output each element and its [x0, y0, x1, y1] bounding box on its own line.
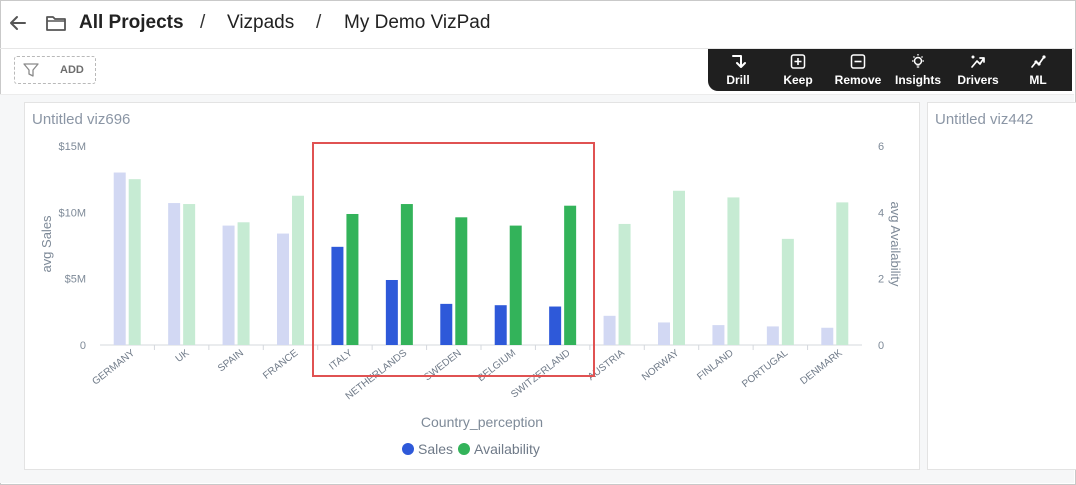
bar-availability[interactable]: [618, 223, 631, 345]
x-tick-label: ITALY: [327, 347, 355, 372]
legend-label[interactable]: Availability: [474, 441, 540, 457]
bar-sales[interactable]: [113, 172, 126, 345]
y-axis-title: avg Sales: [39, 215, 54, 273]
action-toolbar: Drill Keep Remove Insights Drivers: [708, 49, 1072, 91]
x-tick-label: SWEDEN: [422, 348, 463, 384]
bar-sales[interactable]: [821, 327, 834, 345]
add-filter-label: ADD: [60, 64, 84, 76]
bar-sales[interactable]: [440, 303, 453, 345]
bar-sales[interactable]: [603, 315, 616, 345]
bar-availability[interactable]: [128, 179, 141, 345]
bar-sales[interactable]: [494, 305, 507, 345]
legend-label[interactable]: Sales: [418, 441, 453, 457]
y-tick-label: $15M: [58, 141, 86, 153]
bar-availability[interactable]: [455, 217, 468, 345]
bar-availability[interactable]: [183, 204, 196, 345]
drivers-button[interactable]: Drivers: [950, 49, 1006, 91]
x-tick-label: SWITZERLAND: [509, 348, 572, 401]
bar-sales[interactable]: [331, 246, 344, 345]
folder-icon[interactable]: [45, 13, 67, 33]
bar-sales[interactable]: [277, 233, 289, 345]
insights-bulb-icon: [912, 54, 924, 68]
bar-availability[interactable]: [836, 202, 849, 345]
ml-button[interactable]: ML: [1010, 49, 1066, 91]
bar-availability[interactable]: [509, 225, 522, 345]
filter-funnel-icon: [23, 63, 39, 77]
x-tick-label: PORTUGAL: [740, 347, 790, 390]
insights-label: Insights: [894, 73, 941, 87]
viz-card-viz442[interactable]: Untitled viz442: [927, 102, 1076, 470]
ml-label: ML: [1029, 73, 1047, 87]
bar-availability[interactable]: [564, 205, 577, 345]
breadcrumb-vizpads[interactable]: Vizpads: [227, 12, 295, 33]
bar-availability[interactable]: [781, 238, 794, 345]
bar-sales[interactable]: [385, 279, 398, 345]
legend-marker: [458, 443, 470, 455]
bar-sales[interactable]: [168, 203, 181, 345]
keep-plus-icon: [790, 54, 806, 69]
x-axis-title: Country_perception: [421, 414, 543, 430]
x-tick-label: FRANCE: [261, 347, 300, 381]
x-tick-label: DENMARK: [798, 347, 844, 387]
viz-title[interactable]: Untitled viz442: [935, 111, 1034, 128]
bar-sales[interactable]: [712, 325, 725, 345]
add-filter-button[interactable]: ADD: [14, 56, 96, 84]
keep-button[interactable]: Keep: [770, 49, 826, 91]
drill-button[interactable]: Drill: [710, 49, 766, 91]
remove-label: Remove: [834, 73, 882, 87]
bar-availability[interactable]: [346, 213, 359, 345]
x-tick-label: UK: [174, 348, 192, 365]
bar-availability[interactable]: [727, 197, 740, 345]
selection-box: [312, 142, 595, 377]
drivers-label: Drivers: [957, 73, 999, 87]
remove-button[interactable]: Remove: [830, 49, 886, 91]
viz-title[interactable]: Untitled viz696: [32, 111, 131, 128]
legend-marker: [402, 443, 414, 455]
x-tick-label: FINLAND: [695, 348, 735, 383]
bar-availability[interactable]: [237, 222, 250, 345]
breadcrumb-current-vizpad: My Demo VizPad: [344, 12, 491, 33]
bar-availability[interactable]: [673, 190, 685, 345]
y-tick-label: 0: [80, 340, 86, 352]
remove-minus-icon: [850, 54, 866, 69]
bar-sales[interactable]: [658, 322, 670, 345]
y2-tick-label: 2: [878, 274, 884, 286]
bar-sales[interactable]: [549, 306, 562, 345]
chart-bars: [113, 172, 849, 345]
y2-axis-title: avg Availability: [888, 201, 903, 287]
bar-availability[interactable]: [400, 204, 413, 345]
header: All Projects / Vizpads / My Demo VizPad: [0, 0, 1074, 49]
x-tick-label: AUSTRIA: [586, 347, 627, 383]
bar-sales[interactable]: [766, 326, 779, 345]
x-tick-label: BELGIUM: [476, 348, 518, 384]
ml-trend-icon: [1031, 55, 1046, 68]
keep-label: Keep: [783, 73, 813, 87]
breadcrumb-separator: /: [316, 12, 322, 33]
insights-button[interactable]: Insights: [890, 49, 946, 91]
drill-label: Drill: [726, 73, 750, 87]
x-tick-label: GERMANY: [90, 347, 137, 387]
bar-sales[interactable]: [222, 225, 235, 345]
drill-icon: [732, 55, 746, 68]
y2-tick-label: 4: [878, 207, 884, 219]
drivers-icon: [971, 55, 985, 68]
chart-legend: Sales Availability: [402, 441, 540, 457]
y-tick-label: $5M: [65, 274, 86, 286]
back-arrow-icon[interactable]: [8, 12, 28, 34]
chart-axes: 0 $5M $10M $15M 0 2 4 6: [58, 141, 884, 352]
x-tick-label: SPAIN: [216, 348, 246, 375]
bar-availability[interactable]: [292, 195, 304, 345]
breadcrumb-separator: /: [200, 12, 206, 33]
x-tick-label: NORWAY: [640, 348, 681, 384]
filter-bar: ADD: [0, 49, 1074, 95]
breadcrumb-all-projects[interactable]: All Projects: [79, 12, 184, 33]
y2-tick-label: 6: [878, 141, 884, 153]
y-tick-label: $10M: [58, 207, 86, 219]
y2-tick-label: 0: [878, 340, 884, 352]
